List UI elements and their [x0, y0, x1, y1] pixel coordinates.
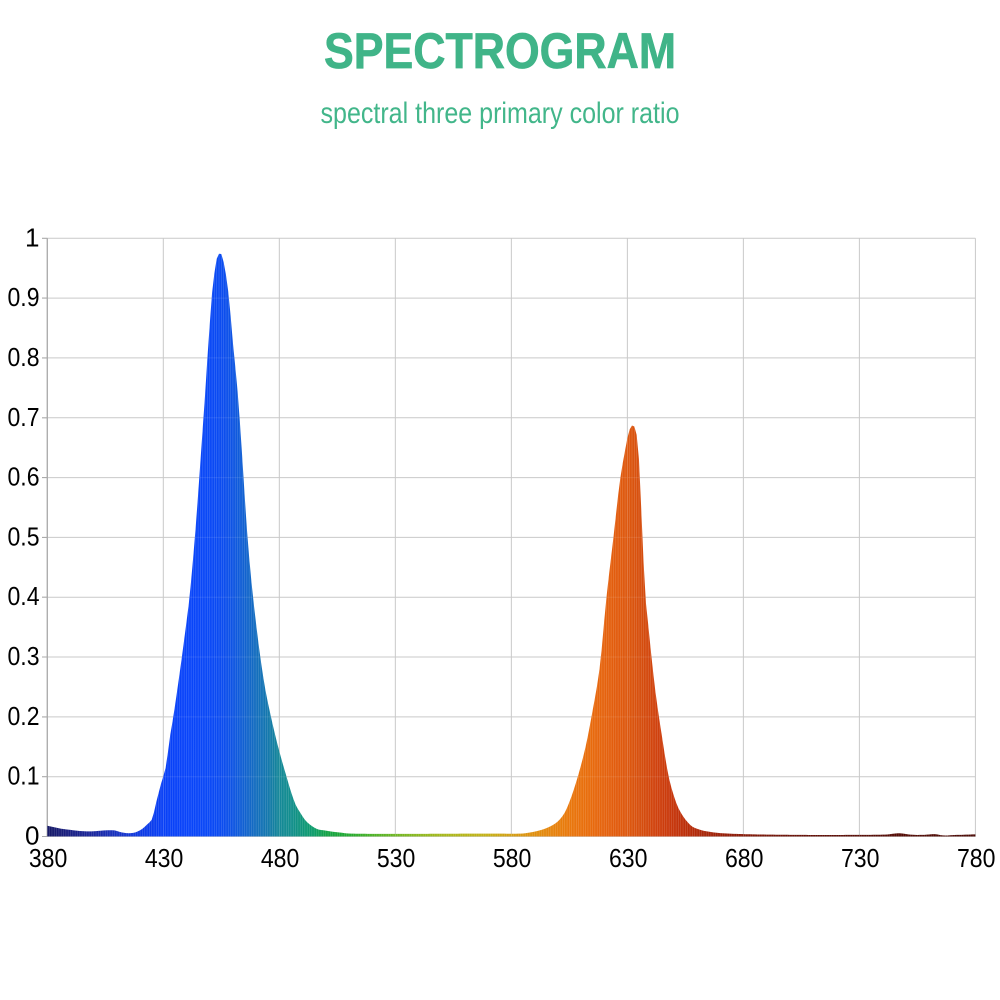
svg-text:0.9: 0.9 — [8, 282, 40, 312]
svg-text:430: 430 — [145, 843, 184, 873]
svg-text:spectral three primary color r: spectral three primary color ratio — [321, 97, 680, 130]
svg-text:380: 380 — [29, 843, 68, 873]
svg-text:0.2: 0.2 — [8, 701, 40, 731]
svg-text:780: 780 — [957, 843, 996, 873]
svg-text:0.8: 0.8 — [8, 342, 40, 372]
svg-text:680: 680 — [725, 843, 764, 873]
svg-text:0.6: 0.6 — [8, 462, 40, 492]
svg-text:1: 1 — [25, 222, 39, 252]
svg-text:0.4: 0.4 — [8, 581, 40, 611]
svg-text:0.1: 0.1 — [8, 761, 40, 791]
svg-text:0.3: 0.3 — [8, 641, 40, 671]
svg-text:0: 0 — [25, 821, 39, 851]
svg-text:580: 580 — [493, 843, 532, 873]
svg-text:SPECTROGRAM: SPECTROGRAM — [324, 23, 676, 79]
svg-text:480: 480 — [261, 843, 300, 873]
svg-text:630: 630 — [609, 843, 648, 873]
svg-text:530: 530 — [377, 843, 416, 873]
svg-text:0.7: 0.7 — [8, 402, 40, 432]
svg-text:0.5: 0.5 — [8, 521, 40, 551]
svg-text:730: 730 — [841, 843, 880, 873]
